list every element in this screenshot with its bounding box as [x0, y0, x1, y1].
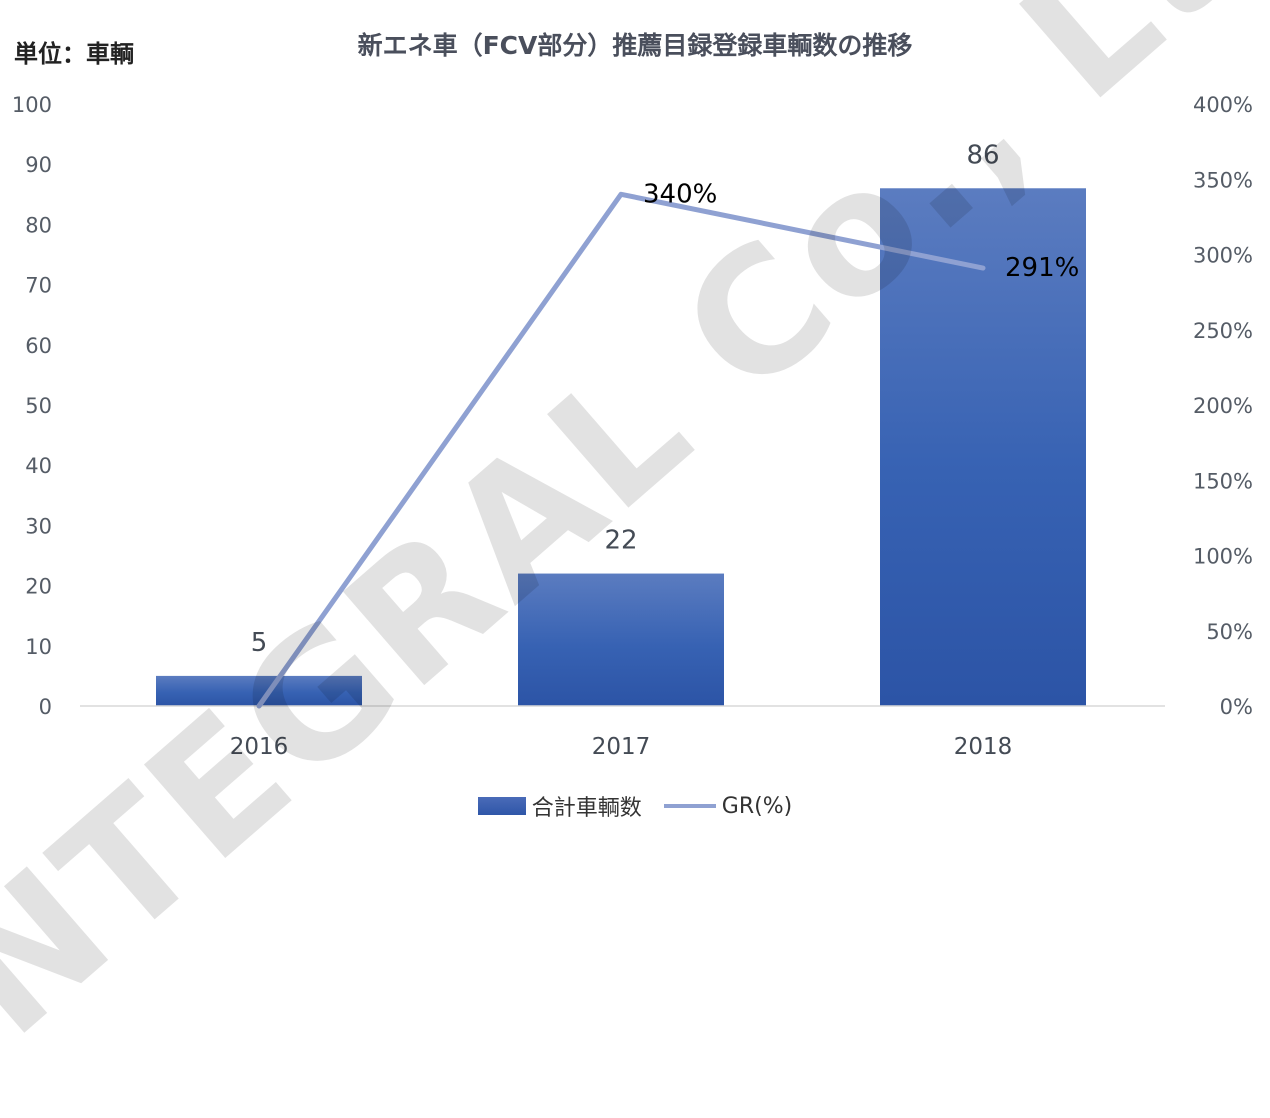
bar-2018	[880, 188, 1086, 706]
legend-swatch-bar	[477, 797, 526, 815]
x-axis: 2016 2017 2018	[230, 734, 1013, 760]
legend-label-bar: 合計車輌数	[531, 796, 642, 821]
y-left-tick-label: 30	[25, 514, 52, 538]
x-tick-label: 2017	[592, 734, 651, 760]
y-right-tick-label: 100%	[1193, 545, 1253, 569]
y-right-tick-label: 400%	[1193, 93, 1253, 117]
y-right-tick-label: 200%	[1193, 394, 1253, 418]
y-left-tick-label: 90	[25, 153, 52, 177]
bar-2017	[518, 573, 724, 706]
bar-data-label: 22	[604, 526, 637, 556]
bar-2016	[156, 675, 362, 706]
chart: 0 10 20 30 40 50 60 70 80 90 100 0% 50% 100% 150% 200%…	[12, 93, 1253, 760]
bar-series: 5 22 86	[156, 140, 1086, 706]
legend-label-line: GR(%)	[721, 793, 793, 819]
y-left-tick-label: 10	[25, 635, 52, 659]
bar-data-label: 5	[251, 628, 268, 658]
legend: 合計車輌数 GR(%)	[0, 790, 1270, 822]
line-series: 340% 291%	[256, 179, 1079, 709]
y-axis-left: 0 10 20 30 40 50 60 70 80 90 100	[12, 93, 52, 719]
y-left-tick-label: 70	[25, 274, 52, 298]
y-left-tick-label: 40	[25, 454, 52, 478]
y-left-tick-label: 100	[12, 93, 52, 117]
y-right-tick-label: 350%	[1193, 168, 1253, 192]
y-axis-right: 0% 50% 100% 150% 200% 250% 300% 350% 400%	[1193, 93, 1253, 719]
x-tick-label: 2018	[954, 734, 1013, 760]
y-right-tick-label: 300%	[1193, 244, 1253, 268]
legend-item-bar: 合計車輌数	[477, 790, 642, 822]
legend-item-line: GR(%)	[663, 793, 793, 819]
y-left-tick-label: 60	[25, 334, 52, 358]
legend-swatch-line	[663, 804, 716, 808]
y-right-tick-label: 50%	[1206, 620, 1253, 644]
y-left-tick-label: 20	[25, 575, 52, 599]
y-right-tick-label: 0%	[1220, 695, 1253, 719]
bar-data-label: 86	[966, 140, 999, 170]
y-right-tick-label: 150%	[1193, 469, 1253, 493]
line-data-label: 291%	[1005, 253, 1079, 283]
y-left-tick-label: 0	[39, 695, 52, 719]
x-tick-label: 2016	[230, 734, 289, 760]
y-right-tick-label: 250%	[1193, 319, 1253, 343]
gr-line	[256, 191, 986, 709]
y-left-tick-label: 80	[25, 213, 52, 237]
chart-title: 新エネ車（FCV部分）推薦目録登録車輌数の推移	[357, 31, 913, 60]
y-left-tick-label: 50	[25, 394, 52, 418]
unit-label: 単位：車輌	[14, 40, 134, 68]
line-data-label: 340%	[643, 179, 717, 209]
